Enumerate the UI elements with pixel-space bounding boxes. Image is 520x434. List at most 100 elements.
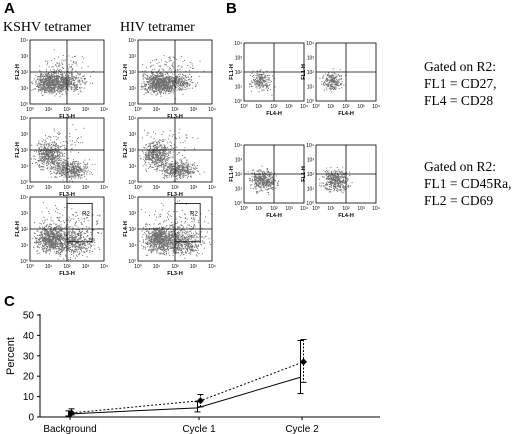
- panel-b-plot-r1-c2-y-tick: 10⁰: [306, 99, 314, 105]
- panel-a-plot-r3-c1-x-tick: 10³: [82, 264, 90, 270]
- panel-b-plot-r1-c1-events: [249, 69, 276, 96]
- panel-a-plot-r1-c2-y-label: FL2-H: [123, 64, 129, 80]
- panel-a-plot-r1-c2-x-tick: 10²: [171, 107, 179, 113]
- panel-a-plot-r2-c2-x-tick: 10²: [171, 185, 179, 191]
- panel-b-plot-r1-c2-x-tick: 10³: [357, 104, 365, 110]
- panel-a-plot-r1-c2-x-label: FL3-H: [167, 114, 183, 120]
- panel-a-plot-r2-c1-x-tick: 10³: [82, 185, 90, 191]
- panel-b-plot-r1-c2-x-label: FL4-H: [338, 111, 354, 117]
- panel-b-plot-r1-c1-y-tick: 10⁰: [234, 99, 242, 105]
- panel-a-plot-r1-c1-x-tick: 10³: [82, 107, 90, 113]
- panel-a-plot-r2-c1-x-tick: 10²: [63, 185, 71, 191]
- panel-b-plot-r1-c2-x-tick: 10²: [342, 104, 350, 110]
- panel-a-plot-r1-c1-x-tick: 10⁴: [100, 107, 108, 113]
- panel-a-plot-r1-c2-y-tick: 10⁰: [128, 102, 136, 108]
- panel-a-plot-r1-c1-y-tick: 10⁰: [20, 102, 28, 108]
- column-title-kshv: KSHV tetramer: [3, 20, 91, 35]
- panel-a-plot-r1-c2-y-tick: 10²: [129, 70, 137, 76]
- panel-a-plot-r1-c1-y-label: FL2-H: [15, 64, 21, 80]
- panel-b-plot-r1-c1-x-tick: 10⁴: [300, 104, 308, 110]
- panel-b-plot-r2-c2-x-tick: 10⁰: [312, 206, 320, 212]
- panel-b-plot-r2-c2-x-label: FL4-H: [338, 213, 354, 219]
- panel-b-plot-r2-c2-y-tick: 10²: [307, 172, 315, 178]
- panel-a-plot-r1-c1-events: [31, 49, 94, 97]
- panel-a-plot-r2-c2-x-label: FL3-H: [167, 192, 183, 198]
- panel-b-plot-r1-c1-y-tick: 10³: [235, 56, 243, 62]
- panel-b-plot-r2-c2-x-tick: 10¹: [327, 206, 335, 212]
- panel-a-plot-r1-c2-x-tick: 10⁴: [208, 107, 216, 113]
- panel-a-plot-r2-c2-y-tick: 10⁴: [128, 116, 136, 122]
- panel-label-b: B: [226, 0, 237, 17]
- y-tick-label: 10: [23, 392, 35, 403]
- flow-cytometry-panels: 10⁰10⁰10¹10¹10²10²10³10³10⁴10⁴FL3-HFL2-H…: [15, 38, 380, 277]
- panel-a-plot-r1-c2-x-tick: 10⁰: [134, 107, 142, 113]
- panel-a-plot-r2-c2-x-tick: 10³: [190, 185, 198, 191]
- panel-b-plot-r1-c2-y-tick: 10²: [307, 70, 315, 76]
- panel-b-plot-r1-c2-y-label: FL1-H: [301, 64, 307, 80]
- series-1-line: [71, 361, 304, 414]
- panel-a-plot-r2-c1-x-tick: 10⁴: [100, 185, 108, 191]
- panel-b-plot-r2-c2-y-tick: 10⁴: [306, 143, 314, 149]
- panel-b-plot-r1-c2-x-tick: 10¹: [327, 104, 335, 110]
- panel-a-plot-r2-c2-y-tick: 10⁰: [128, 180, 136, 186]
- panel-a-plot-r3-c1-y-tick: 10²: [21, 227, 29, 233]
- panel-b-plot-r1-c2-y-tick: 10³: [307, 56, 315, 62]
- series-1-point: [68, 409, 75, 417]
- panel-a-plot-r3-c2-x-tick: 10³: [190, 264, 198, 270]
- panel-a-plot-r1-c2-events: [140, 55, 205, 100]
- panel-b-plot-r2-c2-x-tick: 10⁴: [372, 206, 380, 212]
- panel-a-plot-r3-c2-y-label: FL4-H: [123, 221, 129, 237]
- panel-b-plot-r2-c1-y-tick: 10⁴: [234, 143, 242, 149]
- panel-a-plot-r3-c2-y-tick: 10¹: [129, 243, 137, 249]
- panel-a-plot-r2-c1-y-tick: 10³: [21, 132, 29, 138]
- panel-a-plot-r1-c1-x-tick: 10⁰: [26, 107, 34, 113]
- panel-a-plot-r1-c1-x-tick: 10²: [63, 107, 71, 113]
- panel-b-plot-r1-c1-y-tick: 10²: [235, 70, 243, 76]
- panel-a-plot-r3-c1-x-tick: 10¹: [45, 264, 53, 270]
- panel-b-plot-r2-c2-x-tick: 10³: [357, 206, 365, 212]
- panel-b-plot-r2-c2-events: [319, 166, 353, 194]
- panel-a-plot-r3-c2-y-tick: 10⁰: [128, 259, 136, 265]
- panel-a-plot-r3-c2-y-tick: 10⁴: [128, 195, 136, 201]
- x-tick-label: Cycle 1: [182, 424, 216, 434]
- panel-a-plot-r3-c1-gate-r2: [66, 202, 93, 243]
- panel-a-plot-r2-c2-events: [139, 128, 205, 183]
- panel-a-plot-r2-c2-x-tick: 10⁴: [208, 185, 216, 191]
- panel-b-plot-r1-c1-x-tick: 10³: [285, 104, 293, 110]
- panel-a-plot-r3-c1-x-label: FL3-H: [59, 271, 75, 277]
- panel-a-plot-r3-c1-y-tick: 10³: [21, 211, 29, 217]
- column-title-hiv: HIV tetramer: [120, 20, 195, 35]
- panel-b-plot-r2-c2-y-label: FL1-H: [301, 166, 307, 182]
- panel-a-plot-r1-c1-y-tick: 10³: [21, 54, 29, 60]
- panel-a-plot-r2-c1-y-label: FL2-H: [15, 142, 21, 158]
- series-2-line: [68, 376, 301, 415]
- panel-b-plot-r2-c1-x-label: FL4-H: [266, 213, 282, 219]
- panel-b-plot-r1-c1-x-tick: 10²: [270, 104, 278, 110]
- panel-b-plot-r1-c1-y-tick: 10⁴: [234, 41, 242, 47]
- gate-annotation-1-line-3: FL4 = CD28: [424, 93, 494, 108]
- panel-a-plot-r3-c2-y-tick: 10³: [129, 211, 137, 217]
- series-1-point: [300, 358, 307, 366]
- panel-a-plot-r3-c1-x-tick: 10⁰: [26, 264, 34, 270]
- panel-b-plot-r2-c1-x-tick: 10¹: [255, 206, 263, 212]
- panel-a-plot-r1-c1-y-tick: 10²: [21, 70, 29, 76]
- gate-annotation-1-line-2: FL1 = CD27,: [424, 76, 497, 91]
- y-tick-label: 20: [23, 372, 35, 383]
- panel-a-plot-r1-c2-x-tick: 10³: [190, 107, 198, 113]
- x-tick-label: Background: [43, 424, 96, 434]
- panel-b-plot-r2-c2-x-tick: 10²: [342, 206, 350, 212]
- panel-b-plot-r2-c1-x-tick: 10⁴: [300, 206, 308, 212]
- panel-a-plot-r3-c1-y-tick: 10⁴: [20, 195, 28, 201]
- panel-a-plot-r1-c2-x-tick: 10¹: [153, 107, 161, 113]
- panel-b-plot-r2-c1-x-tick: 10³: [285, 206, 293, 212]
- panel-a-plot-r2-c2-y-tick: 10²: [129, 148, 137, 154]
- panel-a-plot-r1-c2-y-tick: 10¹: [129, 86, 137, 92]
